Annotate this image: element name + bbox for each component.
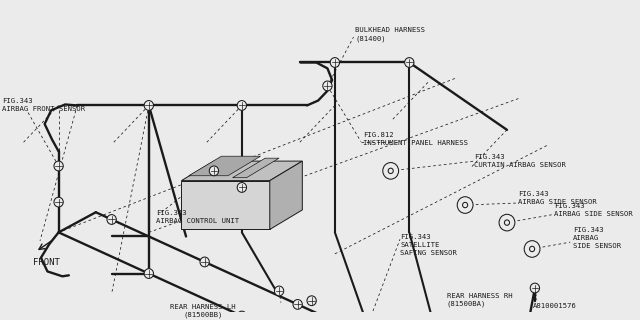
Circle shape: [499, 214, 515, 231]
Circle shape: [144, 100, 154, 110]
Polygon shape: [181, 180, 270, 229]
Circle shape: [144, 269, 154, 278]
Text: FIG.343
CURTAIN AIRBAG SENSOR: FIG.343 CURTAIN AIRBAG SENSOR: [474, 154, 566, 168]
Circle shape: [504, 220, 509, 225]
Text: REAR HARNESS LH
(81500BB): REAR HARNESS LH (81500BB): [170, 304, 236, 318]
Polygon shape: [181, 161, 302, 180]
Circle shape: [237, 311, 246, 320]
Text: REAR HARNESS RH
(81500BA): REAR HARNESS RH (81500BA): [447, 293, 512, 308]
Circle shape: [323, 81, 332, 91]
Circle shape: [293, 300, 302, 309]
Text: A810001576: A810001576: [533, 302, 577, 308]
Polygon shape: [270, 161, 302, 229]
Circle shape: [54, 161, 63, 171]
Text: FIG.343
SATELLITE
SAFING SENSOR: FIG.343 SATELLITE SAFING SENSOR: [400, 234, 457, 256]
Circle shape: [530, 283, 540, 293]
Circle shape: [237, 183, 246, 192]
Text: FIG.343
AIRBAG SIDE SENSOR: FIG.343 AIRBAG SIDE SENSOR: [518, 191, 597, 205]
Circle shape: [529, 246, 534, 252]
Circle shape: [524, 241, 540, 257]
Circle shape: [209, 166, 219, 176]
Text: FIG.812
INSTRUMENT PANEL HARNESS: FIG.812 INSTRUMENT PANEL HARNESS: [363, 132, 468, 146]
Circle shape: [388, 168, 393, 173]
Text: FIG.343
AIRBAG
SIDE SENSOR: FIG.343 AIRBAG SIDE SENSOR: [573, 228, 621, 250]
Circle shape: [107, 215, 116, 224]
Circle shape: [404, 58, 414, 68]
Text: BULKHEAD HARNESS
(81400): BULKHEAD HARNESS (81400): [355, 27, 426, 42]
Circle shape: [275, 286, 284, 296]
Circle shape: [54, 197, 63, 207]
Polygon shape: [232, 158, 279, 178]
Text: FIG.343
AIRBAG FRONT SENSOR: FIG.343 AIRBAG FRONT SENSOR: [2, 98, 85, 112]
Polygon shape: [189, 156, 260, 176]
Circle shape: [457, 197, 473, 213]
Circle shape: [307, 296, 316, 306]
Text: FRONT: FRONT: [33, 258, 60, 267]
Text: FIG.343
AIRBAG SIDE SENSOR: FIG.343 AIRBAG SIDE SENSOR: [554, 203, 633, 217]
Circle shape: [200, 257, 209, 267]
Circle shape: [237, 100, 246, 110]
Circle shape: [330, 58, 340, 68]
Circle shape: [383, 163, 399, 179]
Circle shape: [463, 202, 468, 208]
Text: FIG.343
AIRBAG CONTROL UNIT: FIG.343 AIRBAG CONTROL UNIT: [156, 210, 239, 224]
